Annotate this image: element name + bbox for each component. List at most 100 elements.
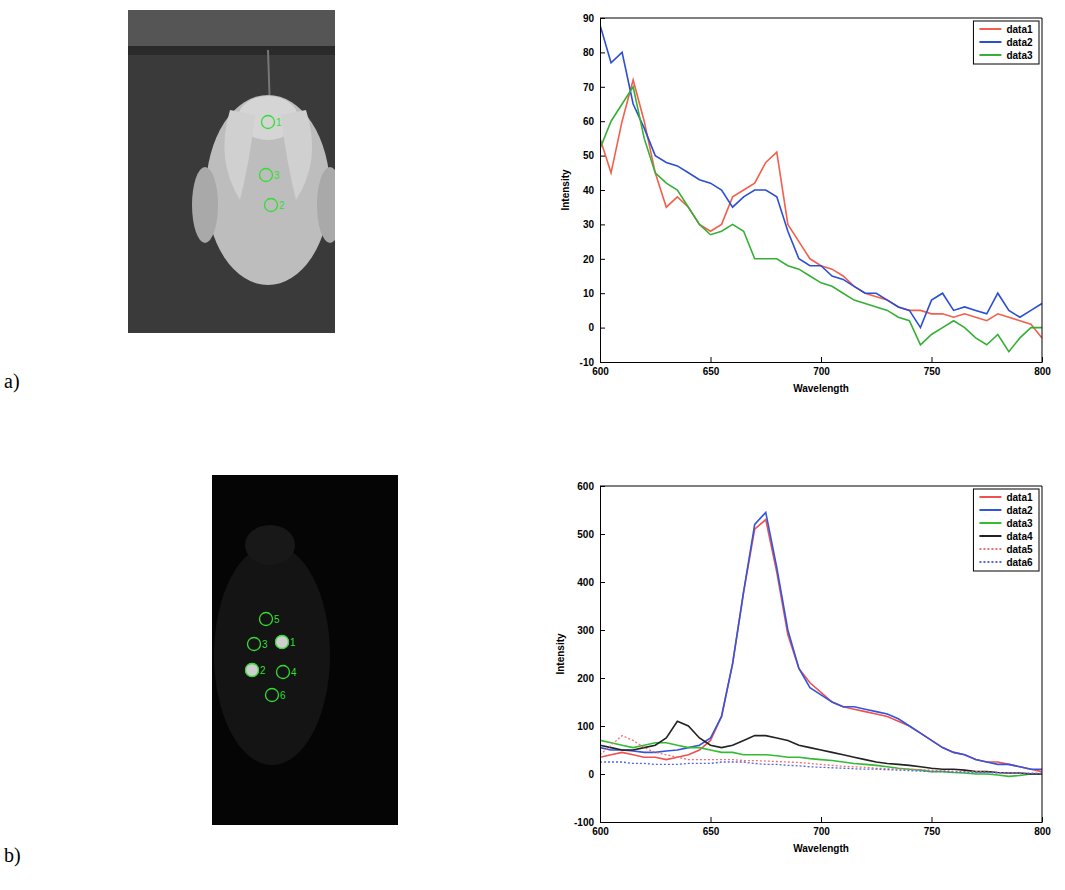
- tick-mark: [600, 822, 605, 823]
- tick: 750: [924, 357, 941, 377]
- tick-mark: [600, 630, 605, 631]
- frame-top: [600, 486, 1042, 487]
- photo-background: [212, 475, 398, 825]
- roi-marker: [248, 638, 261, 651]
- panel-label: b): [4, 844, 21, 867]
- roi-label: 5: [274, 614, 280, 625]
- tick-label: 650: [703, 366, 720, 377]
- roi-marker: [265, 199, 278, 212]
- tick: 800: [1034, 357, 1051, 377]
- tick-mark: [600, 156, 605, 157]
- roi-marker: [260, 613, 273, 626]
- tick: 40: [583, 185, 605, 196]
- axis-line: [601, 822, 1043, 823]
- series-line: [600, 80, 1042, 338]
- tick-label: 0: [588, 322, 594, 333]
- tick-mark: [600, 328, 605, 329]
- legend-entry: data2: [979, 37, 1033, 48]
- tick-label: 10: [583, 288, 595, 299]
- figure: 132a)531246b)600650700750800-10010203040…: [0, 0, 1065, 890]
- tick: -10: [580, 357, 605, 368]
- plot-background: [600, 486, 1042, 822]
- legend-swatch: [979, 54, 1001, 56]
- legend-swatch: [979, 28, 1001, 30]
- tick-mark: [600, 87, 605, 88]
- legend-label: data3: [1006, 518, 1033, 529]
- frame-right: [1042, 486, 1043, 822]
- legend-box: [973, 21, 1039, 64]
- roi-label: 6: [280, 690, 286, 701]
- carcass-wing: [281, 110, 312, 200]
- series-line: [600, 736, 1042, 774]
- tick-label: 750: [924, 826, 941, 837]
- tick-label: -10: [580, 357, 595, 368]
- tick: 500: [577, 529, 605, 540]
- legend-entry: data5: [979, 544, 1033, 555]
- legend: data1data2data3data4data5data6: [973, 489, 1039, 571]
- tick-mark: [711, 817, 712, 822]
- series-line: [600, 87, 1042, 352]
- roi-marker: [276, 636, 289, 649]
- tick-mark: [600, 293, 605, 294]
- legend-swatch: [979, 535, 1001, 537]
- y-axis-title: Intensity: [555, 633, 566, 675]
- x-axis-title: Wavelength: [793, 383, 849, 394]
- tick-label: 80: [583, 47, 595, 58]
- y-axis-title: Intensity: [560, 169, 571, 211]
- plot-lines: [600, 25, 1042, 352]
- tick-mark: [932, 357, 933, 362]
- photo: 132: [128, 10, 343, 333]
- tick-label: 600: [592, 366, 609, 377]
- tick: 80: [583, 47, 605, 58]
- legend-swatch: [979, 548, 1001, 550]
- carcass-neck: [245, 525, 295, 565]
- tick-label: 750: [924, 366, 941, 377]
- tick: 0: [588, 322, 605, 333]
- axis-line: [600, 487, 601, 823]
- tick-mark: [600, 534, 605, 535]
- y-axis: -100 0 100 200 300 400 500 600: [574, 481, 605, 828]
- tick: 10: [583, 288, 605, 299]
- legend-label: data3: [1006, 50, 1033, 61]
- roi-label: 3: [274, 170, 280, 181]
- tick-label: 50: [583, 150, 595, 161]
- tick-label: 300: [577, 625, 594, 636]
- tick-mark: [600, 52, 605, 53]
- fluorescence-spot: [245, 663, 259, 677]
- tick-mark: [600, 259, 605, 260]
- tick-label: 60: [583, 116, 595, 127]
- roi-label: 1: [276, 117, 282, 128]
- tick-mark: [600, 726, 605, 727]
- roi-marker: [260, 169, 273, 182]
- tick-mark: [932, 817, 933, 822]
- tick-mark: [600, 190, 605, 191]
- tick-label: -100: [574, 817, 594, 828]
- roi-marker: [277, 666, 290, 679]
- legend-label: data1: [1006, 492, 1033, 503]
- chart: 600650700750800-1000100200300400500600Wa…: [555, 481, 1052, 854]
- tick: 650: [703, 817, 720, 837]
- legend-entry: data1: [979, 492, 1033, 503]
- carcass-wing: [224, 110, 255, 200]
- tick-label: 600: [577, 481, 594, 492]
- tick: 0: [588, 769, 605, 780]
- tick: 400: [577, 577, 605, 588]
- tick-label: 600: [592, 826, 609, 837]
- tick: 100: [577, 721, 605, 732]
- tick: 70: [583, 82, 605, 93]
- tick-label: 800: [1034, 366, 1051, 377]
- legend: data1data2data3: [973, 21, 1039, 64]
- photo-background: [128, 10, 335, 333]
- tick-mark: [711, 357, 712, 362]
- series-line: [600, 762, 1042, 774]
- tick-label: 700: [813, 366, 830, 377]
- tick-label: 200: [577, 673, 594, 684]
- tick: -100: [574, 817, 605, 828]
- legend-label: data5: [1006, 544, 1033, 555]
- tick-label: 20: [583, 253, 595, 264]
- carcass-silhouette: [214, 545, 330, 765]
- tick-label: 700: [813, 826, 830, 837]
- fluorescence-spot: [275, 635, 289, 649]
- legend-entry: data4: [979, 531, 1033, 542]
- tick: 750: [924, 817, 941, 837]
